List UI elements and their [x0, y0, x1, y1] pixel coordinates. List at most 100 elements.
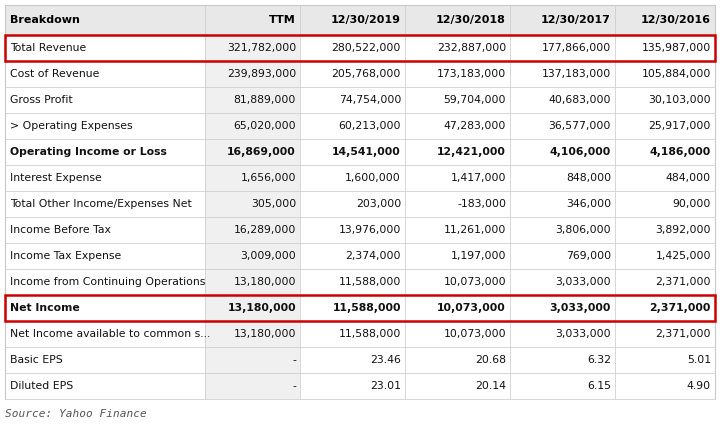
Text: 13,180,000: 13,180,000	[233, 277, 296, 287]
Text: 2,371,000: 2,371,000	[655, 277, 711, 287]
Text: Gross Profit: Gross Profit	[10, 95, 73, 105]
Text: 321,782,000: 321,782,000	[227, 43, 296, 53]
Text: 60,213,000: 60,213,000	[339, 121, 401, 131]
Bar	[5, 295, 715, 321]
Text: 3,892,000: 3,892,000	[655, 225, 711, 235]
Text: Diluted EPS: Diluted EPS	[10, 381, 73, 391]
Text: 205,768,000: 205,768,000	[331, 69, 401, 79]
Text: Breakdown: Breakdown	[10, 15, 80, 25]
Text: 280,522,000: 280,522,000	[331, 43, 401, 53]
Text: 135,987,000: 135,987,000	[642, 43, 711, 53]
Text: 59,704,000: 59,704,000	[444, 95, 506, 105]
Text: 203,000: 203,000	[356, 199, 401, 209]
Text: 232,887,000: 232,887,000	[436, 43, 506, 53]
Text: 12/30/2016: 12/30/2016	[641, 15, 711, 25]
Text: 173,183,000: 173,183,000	[436, 69, 506, 79]
Bar	[205, 321, 300, 347]
Text: 12/30/2018: 12/30/2018	[436, 15, 506, 25]
Text: 239,893,000: 239,893,000	[227, 69, 296, 79]
Bar	[5, 5, 715, 35]
Text: 4,106,000: 4,106,000	[550, 147, 611, 157]
Text: 13,976,000: 13,976,000	[339, 225, 401, 235]
Text: 23.46: 23.46	[370, 355, 401, 365]
Text: 6.15: 6.15	[587, 381, 611, 391]
Text: 1,197,000: 1,197,000	[450, 251, 506, 261]
Text: 346,000: 346,000	[566, 199, 611, 209]
Text: 20.14: 20.14	[475, 381, 506, 391]
Bar	[205, 191, 300, 217]
Text: Income Before Tax: Income Before Tax	[10, 225, 111, 235]
Text: Total Other Income/Expenses Net: Total Other Income/Expenses Net	[10, 199, 191, 209]
Bar	[205, 87, 300, 113]
Text: 3,009,000: 3,009,000	[240, 251, 296, 261]
Text: 1,417,000: 1,417,000	[450, 173, 506, 183]
Text: 4.90: 4.90	[687, 381, 711, 391]
Text: > Operating Expenses: > Operating Expenses	[10, 121, 133, 131]
Text: Basic EPS: Basic EPS	[10, 355, 63, 365]
Text: 2,371,000: 2,371,000	[655, 329, 711, 339]
Text: 13,180,000: 13,180,000	[228, 303, 296, 313]
Bar	[205, 217, 300, 243]
Text: 16,289,000: 16,289,000	[233, 225, 296, 235]
Text: TTM: TTM	[269, 15, 296, 25]
Text: Net Income available to common s...: Net Income available to common s...	[10, 329, 210, 339]
Text: 2,371,000: 2,371,000	[650, 303, 711, 313]
Text: 12,421,000: 12,421,000	[437, 147, 506, 157]
Text: 40,683,000: 40,683,000	[549, 95, 611, 105]
Text: -: -	[292, 381, 296, 391]
Text: 11,588,000: 11,588,000	[333, 303, 401, 313]
Text: 137,183,000: 137,183,000	[542, 69, 611, 79]
Text: 10,073,000: 10,073,000	[444, 277, 506, 287]
Text: 12/30/2019: 12/30/2019	[331, 15, 401, 25]
Text: 484,000: 484,000	[666, 173, 711, 183]
Bar	[205, 61, 300, 87]
Text: 47,283,000: 47,283,000	[444, 121, 506, 131]
Text: 74,754,000: 74,754,000	[339, 95, 401, 105]
Text: 5.01: 5.01	[687, 355, 711, 365]
Text: 848,000: 848,000	[566, 173, 611, 183]
Text: 81,889,000: 81,889,000	[233, 95, 296, 105]
Text: 1,425,000: 1,425,000	[655, 251, 711, 261]
Text: 105,884,000: 105,884,000	[642, 69, 711, 79]
Text: 1,656,000: 1,656,000	[241, 173, 296, 183]
Bar	[205, 295, 300, 321]
Text: 4,186,000: 4,186,000	[650, 147, 711, 157]
Text: 16,869,000: 16,869,000	[227, 147, 296, 157]
Text: Cost of Revenue: Cost of Revenue	[10, 69, 99, 79]
Text: 3,033,000: 3,033,000	[550, 303, 611, 313]
Text: Income Tax Expense: Income Tax Expense	[10, 251, 121, 261]
Bar	[205, 347, 300, 373]
Text: 2,374,000: 2,374,000	[346, 251, 401, 261]
Text: 25,917,000: 25,917,000	[649, 121, 711, 131]
Text: 769,000: 769,000	[566, 251, 611, 261]
Text: 11,588,000: 11,588,000	[339, 277, 401, 287]
Text: -: -	[292, 355, 296, 365]
Text: Net Income: Net Income	[10, 303, 80, 313]
Text: 11,261,000: 11,261,000	[444, 225, 506, 235]
Text: 14,541,000: 14,541,000	[332, 147, 401, 157]
Bar	[205, 373, 300, 399]
Bar	[205, 269, 300, 295]
Text: Source: Yahoo Finance: Source: Yahoo Finance	[5, 409, 146, 419]
Text: 12/30/2017: 12/30/2017	[541, 15, 611, 25]
Text: Operating Income or Loss: Operating Income or Loss	[10, 147, 167, 157]
Text: Total Revenue: Total Revenue	[10, 43, 86, 53]
Text: 305,000: 305,000	[251, 199, 296, 209]
Text: 6.32: 6.32	[587, 355, 611, 365]
Text: 10,073,000: 10,073,000	[444, 329, 506, 339]
Bar	[205, 243, 300, 269]
Text: 20.68: 20.68	[475, 355, 506, 365]
Text: 3,806,000: 3,806,000	[555, 225, 611, 235]
Text: 13,180,000: 13,180,000	[233, 329, 296, 339]
Bar	[5, 35, 715, 61]
Text: Interest Expense: Interest Expense	[10, 173, 102, 183]
Text: 36,577,000: 36,577,000	[549, 121, 611, 131]
Text: 23.01: 23.01	[370, 381, 401, 391]
Text: 10,073,000: 10,073,000	[437, 303, 506, 313]
Text: 3,033,000: 3,033,000	[555, 329, 611, 339]
Text: 65,020,000: 65,020,000	[233, 121, 296, 131]
Text: 177,866,000: 177,866,000	[542, 43, 611, 53]
Text: 30,103,000: 30,103,000	[648, 95, 711, 105]
Text: 3,033,000: 3,033,000	[555, 277, 611, 287]
Bar	[205, 113, 300, 139]
